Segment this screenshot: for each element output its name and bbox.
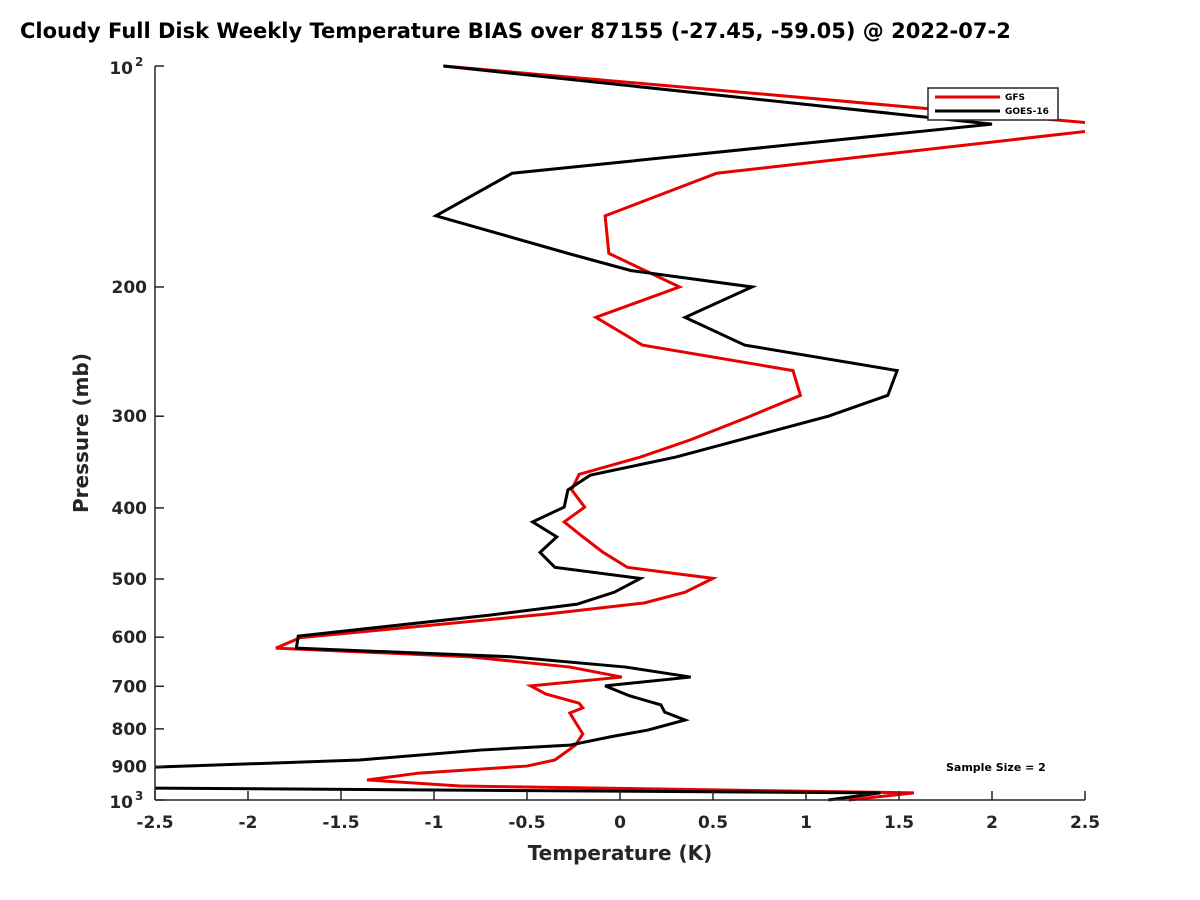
y-axis-label: Pressure (mb)	[69, 353, 93, 513]
y-tick-label: 200	[112, 278, 148, 298]
chart-title: Cloudy Full Disk Weekly Temperature BIAS…	[20, 19, 1011, 43]
y-tick-label: 800	[112, 720, 148, 740]
x-tick-label: -2.5	[136, 813, 173, 833]
series-layer	[155, 64, 1085, 802]
y-tick-base: 10	[109, 793, 133, 813]
x-tick-label: 0.5	[698, 813, 728, 833]
x-tick-label: -1.5	[322, 813, 359, 833]
x-tick-label: -2	[239, 813, 258, 833]
x-tick-label: 1.5	[884, 813, 914, 833]
y-tick-base: 10	[109, 59, 133, 79]
legend-label-gfs: GFS	[1005, 93, 1025, 103]
legend: GFS GOES-16	[927, 87, 1059, 121]
y-tick-label: 500	[112, 570, 148, 590]
y-tick-exponent: 3	[135, 789, 143, 803]
y-tick-label: 700	[112, 677, 148, 697]
x-tick-label: 1	[800, 813, 812, 833]
y-tick-label: 900	[112, 757, 148, 777]
sample-size-annotation: Sample Size = 2	[946, 761, 1046, 774]
x-tick-label: -0.5	[508, 813, 545, 833]
x-tick-label: -1	[425, 813, 444, 833]
x-axis-label: Temperature (K)	[528, 841, 713, 865]
legend-label-goes16: GOES-16	[1005, 107, 1049, 117]
x-tick-label: 2.5	[1070, 813, 1100, 833]
y-tick-label: 400	[112, 499, 148, 519]
series-line-gfs	[275, 64, 1085, 802]
y-tick-label: 600	[112, 628, 148, 648]
x-tick-label: 2	[986, 813, 998, 833]
axes: -2.5 -2 -1.5 -1 -0.5 0 0.5 1 1.5 2 2.510 2200300400…	[109, 55, 1100, 833]
x-tick-label: 0	[614, 813, 626, 833]
series-line-goes16	[155, 64, 993, 802]
legend-box	[927, 87, 1059, 121]
y-tick-exponent: 2	[135, 55, 143, 69]
y-tick-label: 300	[112, 407, 148, 427]
